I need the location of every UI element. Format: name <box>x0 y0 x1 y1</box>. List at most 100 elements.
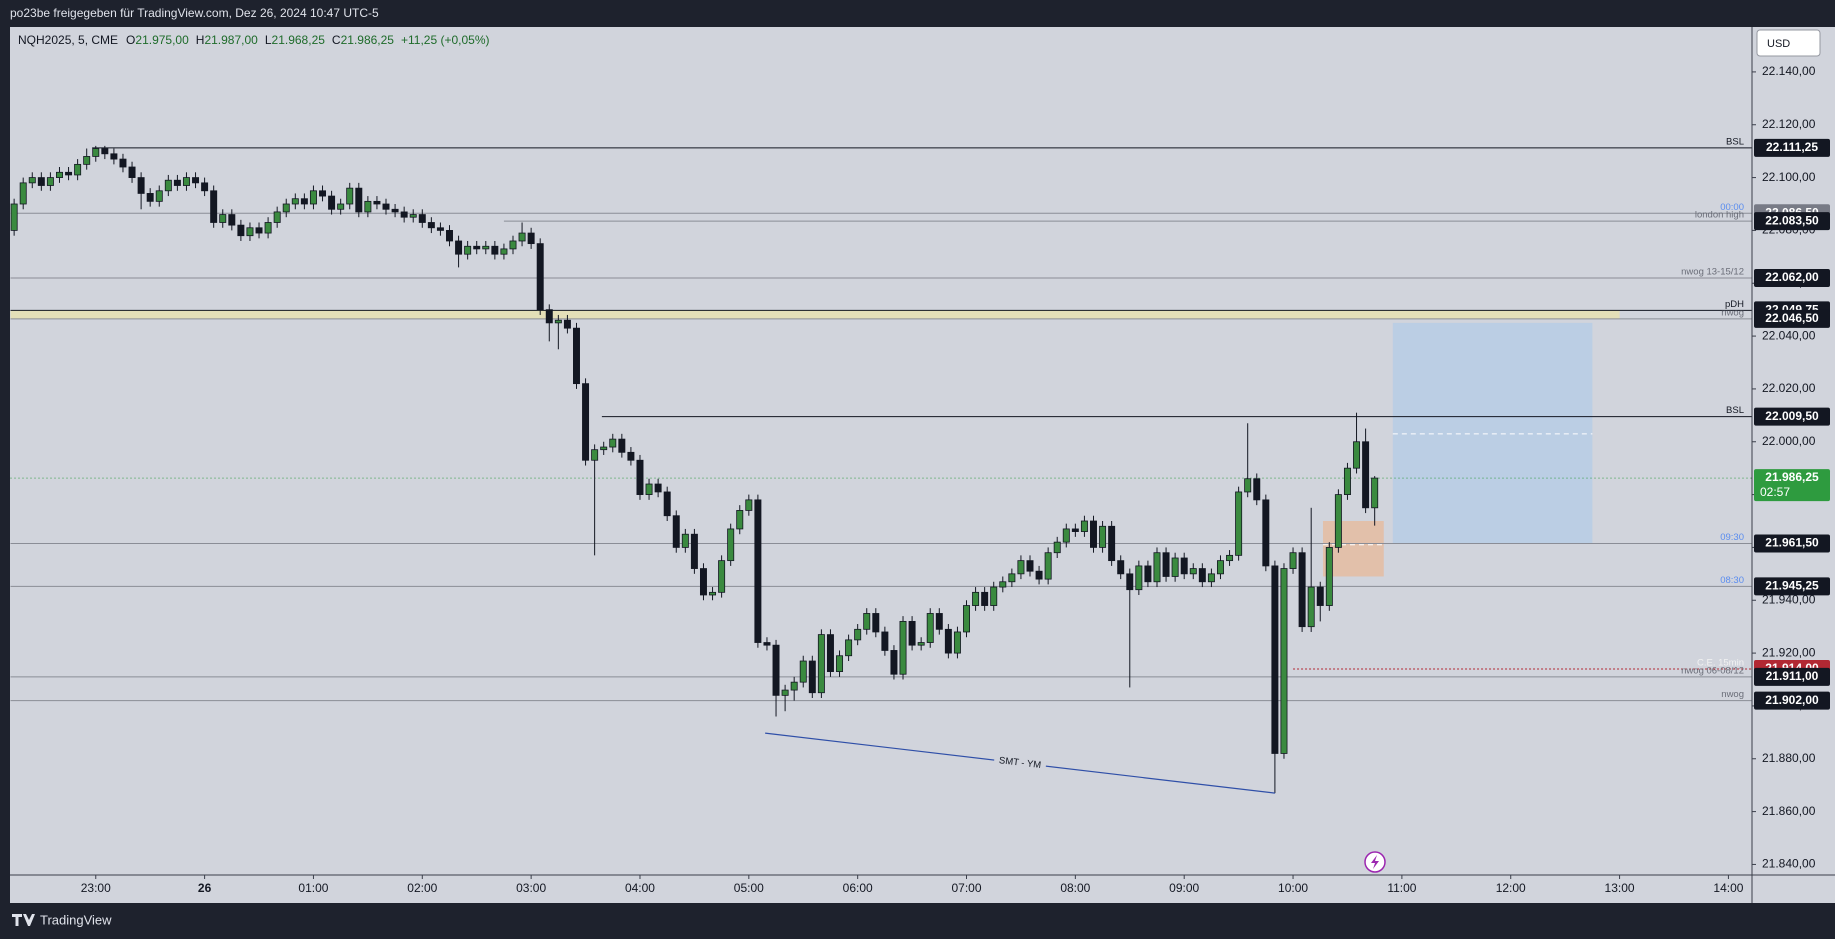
candle-body <box>1126 573 1134 591</box>
x-tick-label: 07:00 <box>951 881 981 895</box>
smt-label: SMT - YM <box>998 755 1041 771</box>
x-tick-label: 09:00 <box>1169 881 1199 895</box>
candle-body <box>164 179 172 192</box>
x-tick-label: 06:00 <box>843 881 873 895</box>
back-layer <box>10 310 1620 577</box>
currency-label[interactable]: USD <box>1767 38 1790 50</box>
candle-body <box>527 232 535 245</box>
candle-body <box>355 187 363 213</box>
smt-label-bg <box>993 753 1047 774</box>
candle-body <box>173 179 181 186</box>
candle-body <box>83 156 91 165</box>
candle-body <box>1062 528 1070 543</box>
candle-body <box>255 227 263 234</box>
pdh-zone <box>10 310 1620 319</box>
candle-body <box>346 187 354 205</box>
candle-body <box>881 631 889 651</box>
candle-body <box>1026 560 1034 572</box>
candle-body <box>591 449 599 461</box>
y-tick-label: 22.000,00 <box>1762 434 1816 448</box>
candle-body <box>1099 525 1107 548</box>
candle-body <box>772 644 780 696</box>
level-tag-label: 22.046,50 <box>1765 311 1819 325</box>
candle-body <box>890 650 898 675</box>
candle-body <box>654 483 662 493</box>
candle-body <box>1343 467 1351 495</box>
ohlc-value: 21.987,00 <box>204 33 258 47</box>
candle-body <box>1207 573 1215 583</box>
candle-body <box>781 689 789 696</box>
ohlc-key: C <box>332 33 341 47</box>
last-price-label: 21.986,25 <box>1765 470 1819 484</box>
level-tag <box>1754 309 1830 328</box>
candle-body <box>10 203 18 231</box>
candle-body <box>627 451 635 461</box>
candle-body <box>1198 568 1206 583</box>
candle-body <box>1180 557 1188 575</box>
candle-body <box>817 634 825 694</box>
candle-body <box>446 230 453 242</box>
candle-body <box>101 148 109 155</box>
candle-body <box>826 634 834 672</box>
candle-body <box>745 499 753 511</box>
candle-body <box>128 166 136 178</box>
candle-body <box>972 591 980 606</box>
candle-body <box>836 655 844 672</box>
candle-body <box>573 327 580 385</box>
candle-body <box>709 591 717 596</box>
candle-body <box>219 214 227 223</box>
axis-layer: 22.140,0022.120,0022.100,0022.080,0022.0… <box>81 64 1830 895</box>
candle-body <box>908 620 916 646</box>
candle-body <box>808 660 816 694</box>
candle-body <box>1189 568 1197 575</box>
candle-body <box>953 631 961 654</box>
candle-body <box>1080 520 1088 532</box>
candle-body <box>518 232 526 242</box>
candle-body <box>1289 552 1297 569</box>
candle-body <box>473 245 481 250</box>
level-tag <box>1754 691 1830 710</box>
y-tick-label: 22.040,00 <box>1762 328 1816 342</box>
candle-body <box>1216 560 1224 575</box>
candle-body <box>609 438 617 448</box>
candle-body <box>582 383 590 461</box>
x-tick-label: 03:00 <box>516 881 546 895</box>
candle-body <box>990 586 998 606</box>
candle-body <box>1044 552 1052 580</box>
ohlc-key: O <box>126 33 135 47</box>
candle-body <box>1035 570 1043 580</box>
level-tag-label: 21.911,00 <box>1766 669 1819 683</box>
candle-body <box>1071 528 1079 532</box>
ohlc-value: 21.968,25 <box>272 33 326 47</box>
x-tick-label: 02:00 <box>407 881 437 895</box>
candle-body <box>1371 477 1379 509</box>
ohlc-key: L <box>265 33 272 47</box>
level-tag <box>1754 212 1830 231</box>
candle-body <box>1153 552 1161 583</box>
candle-body <box>509 240 517 250</box>
candle-body <box>282 203 290 213</box>
candle-body <box>944 628 952 654</box>
candle-body <box>1298 552 1306 628</box>
candle-body <box>999 581 1007 588</box>
candle-body <box>545 309 553 324</box>
candle-body <box>872 613 880 633</box>
candle-body <box>391 208 399 213</box>
level-name: 09:30 <box>1720 532 1744 543</box>
level-tag <box>1754 667 1830 686</box>
candle-body <box>37 177 45 186</box>
candle-body <box>210 190 218 223</box>
last-price-tag <box>1754 469 1830 502</box>
candle-body <box>563 319 571 329</box>
candle-body <box>727 528 735 562</box>
currency-button[interactable] <box>1756 29 1821 57</box>
candle-body <box>228 214 236 226</box>
x-tick-label: 01:00 <box>298 881 328 895</box>
candle-body <box>981 591 989 606</box>
candle-body <box>427 222 435 229</box>
y-tick-label: 21.940,00 <box>1762 592 1816 606</box>
candle-body <box>672 515 680 548</box>
candle-body <box>1307 586 1315 628</box>
candle-body <box>1090 520 1097 548</box>
candle-body <box>418 214 426 223</box>
